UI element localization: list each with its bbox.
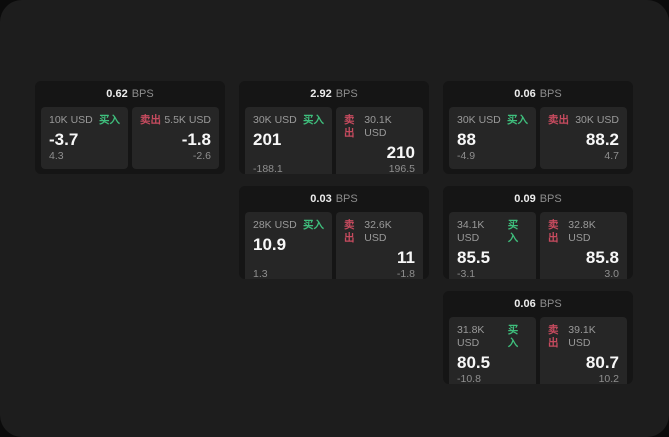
card-body: 31.8K USD 买入 80.5 -10.8 卖出 39.1K USD 80.… — [443, 317, 633, 384]
sell-delta: 3.0 — [604, 268, 619, 279]
card-body: 30K USD 买入 88 -4.9 卖出 30K USD 88.2 4.7 — [443, 107, 633, 174]
sell-panel[interactable]: 卖出 30K USD 88.2 4.7 — [540, 107, 627, 169]
quote-cards-grid: 0.62 BPS 10K USD 买入 -3.7 4.3 卖出 5.5K USD — [35, 81, 633, 384]
card-header: 0.62 BPS — [35, 81, 225, 107]
buy-price: -3.7 — [49, 130, 79, 149]
quote-card: 0.62 BPS 10K USD 买入 -3.7 4.3 卖出 5.5K USD — [35, 81, 225, 174]
card-body: 28K USD 买入 10.9 1.3 卖出 32.6K USD 11 -1.8 — [239, 212, 429, 279]
sell-price: -1.8 — [181, 130, 211, 149]
card-body: 10K USD 买入 -3.7 4.3 卖出 5.5K USD -1.8 -2.… — [35, 107, 225, 174]
card-header: 2.92 BPS — [239, 81, 429, 107]
sell-panel[interactable]: 卖出 32.8K USD 85.8 3.0 — [540, 212, 627, 279]
buy-side-label: 买入 — [507, 114, 528, 126]
quote-card: 2.92 BPS 30K USD 买入 201 -188.1 卖出 30.1K … — [239, 81, 429, 174]
sell-amount: 30.1K USD — [364, 114, 392, 139]
sell-delta: -1.8 — [396, 268, 415, 279]
sell-price: 88.2 — [585, 130, 619, 149]
buy-panel[interactable]: 31.8K USD 买入 80.5 -10.8 — [449, 317, 536, 384]
sell-panel[interactable]: 卖出 5.5K USD -1.8 -2.6 — [132, 107, 219, 169]
bps-unit-label: BPS — [539, 193, 562, 205]
card-body: 30K USD 买入 201 -188.1 卖出 30.1K USD 210 1… — [239, 107, 429, 174]
sell-delta: 10.2 — [598, 373, 619, 384]
buy-amount: 30K USD — [253, 114, 297, 126]
bps-value: 0.06 — [514, 88, 536, 100]
sell-delta: 196.5 — [388, 163, 415, 174]
card-header: 0.03 BPS — [239, 186, 429, 212]
sell-panel[interactable]: 卖出 30.1K USD 210 196.5 — [336, 107, 423, 174]
buy-delta: -4.9 — [457, 150, 476, 162]
buy-price: 10.9 — [253, 235, 287, 254]
buy-amount: 28K USD — [253, 219, 297, 231]
sell-price: 85.8 — [585, 248, 619, 267]
card-header: 0.06 BPS — [443, 81, 633, 107]
sell-price: 210 — [386, 143, 415, 162]
quote-card: 0.06 BPS 31.8K USD 买入 80.5 -10.8 卖出 39.1… — [443, 291, 633, 384]
buy-panel[interactable]: 30K USD 买入 201 -188.1 — [245, 107, 332, 174]
sell-side-label: 卖出 — [344, 219, 355, 244]
sell-side-label: 卖出 — [548, 324, 559, 349]
quote-card: 0.06 BPS 30K USD 买入 88 -4.9 卖出 30K USD — [443, 81, 633, 174]
bps-value: 0.03 — [310, 193, 332, 205]
sell-amount: 5.5K USD — [164, 114, 211, 126]
bps-unit-label: BPS — [335, 88, 358, 100]
buy-amount: 30K USD — [457, 114, 501, 126]
bps-unit-label: BPS — [539, 298, 562, 310]
card-header: 0.09 BPS — [443, 186, 633, 212]
sell-amount: 30K USD — [575, 114, 619, 126]
sell-panel[interactable]: 卖出 39.1K USD 80.7 10.2 — [540, 317, 627, 384]
buy-side-label: 买入 — [507, 219, 519, 244]
buy-delta: -10.8 — [457, 373, 481, 384]
bps-value: 0.09 — [514, 193, 536, 205]
buy-price: 80.5 — [457, 353, 491, 372]
bps-value: 2.92 — [310, 88, 332, 100]
buy-panel[interactable]: 28K USD 买入 10.9 1.3 — [245, 212, 332, 279]
quote-card: 0.03 BPS 28K USD 买入 10.9 1.3 卖出 32.6K US… — [239, 186, 429, 279]
sell-side-label: 卖出 — [140, 114, 161, 126]
buy-price: 88 — [457, 130, 476, 149]
sell-amount: 32.6K USD — [364, 219, 392, 244]
buy-amount: 31.8K USD — [457, 324, 485, 349]
buy-side-label: 买入 — [507, 324, 519, 349]
sell-side-label: 卖出 — [548, 219, 559, 244]
sell-amount: 32.8K USD — [568, 219, 596, 244]
sell-amount: 39.1K USD — [568, 324, 596, 349]
sell-side-label: 卖出 — [344, 114, 355, 139]
bps-unit-label: BPS — [539, 88, 562, 100]
buy-delta: 4.3 — [49, 150, 64, 162]
buy-price: 201 — [253, 130, 282, 149]
buy-delta: -188.1 — [253, 163, 283, 174]
bps-unit-label: BPS — [335, 193, 358, 205]
buy-delta: 1.3 — [253, 268, 268, 279]
sell-delta: -2.6 — [192, 150, 211, 162]
card-header: 0.06 BPS — [443, 291, 633, 317]
sell-price: 80.7 — [585, 353, 619, 372]
sell-price: 11 — [397, 248, 415, 267]
buy-panel[interactable]: 34.1K USD 买入 85.5 -3.1 — [449, 212, 536, 279]
buy-delta: -3.1 — [457, 268, 476, 279]
sell-panel[interactable]: 卖出 32.6K USD 11 -1.8 — [336, 212, 423, 279]
sell-delta: 4.7 — [604, 150, 619, 162]
buy-side-label: 买入 — [99, 114, 120, 126]
sell-side-label: 卖出 — [548, 114, 569, 126]
buy-amount: 34.1K USD — [457, 219, 485, 244]
quote-card: 0.09 BPS 34.1K USD 买入 85.5 -3.1 卖出 32.8K… — [443, 186, 633, 279]
card-body: 34.1K USD 买入 85.5 -3.1 卖出 32.8K USD 85.8… — [443, 212, 633, 279]
bps-value: 0.62 — [106, 88, 128, 100]
buy-panel[interactable]: 30K USD 买入 88 -4.9 — [449, 107, 536, 169]
buy-side-label: 买入 — [303, 114, 324, 126]
bps-value: 0.06 — [514, 298, 536, 310]
bps-unit-label: BPS — [131, 88, 154, 100]
buy-side-label: 买入 — [303, 219, 324, 231]
buy-amount: 10K USD — [49, 114, 93, 126]
buy-panel[interactable]: 10K USD 买入 -3.7 4.3 — [41, 107, 128, 169]
buy-price: 85.5 — [457, 248, 491, 267]
